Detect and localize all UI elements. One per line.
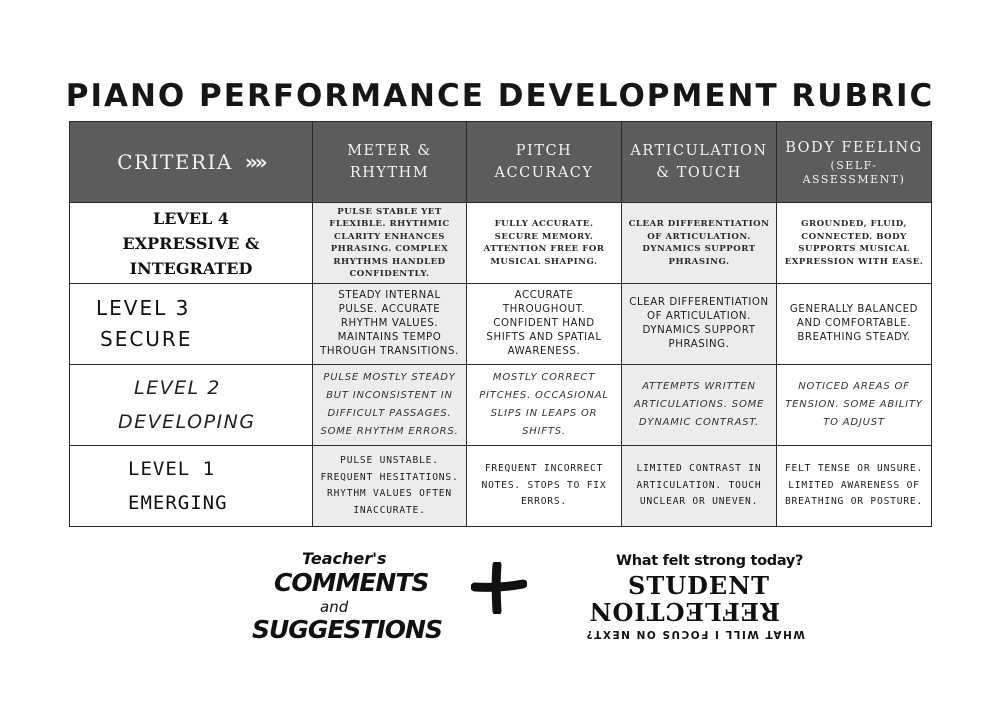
rubric-cell: PULSE STABLE YET FLEXIBLE. RHYTHMIC CLAR…	[312, 202, 467, 284]
rubric-cell: GROUNDED, FLUID, CONNECTED. BODY SUPPORT…	[776, 202, 932, 284]
level-2-label: LEVEL 2 DEVELOPING	[69, 364, 313, 446]
teacher-line: SUGGESTIONS	[252, 615, 443, 644]
rubric-cell: FULLY ACCURATE. SECURE MEMORY. ATTENTION…	[466, 202, 622, 284]
rubric-cell: ATTEMPTS WRITTEN ARTICULATIONS. SOME DYN…	[621, 364, 777, 446]
chevrons-right-icon: »»	[244, 150, 268, 174]
criteria-header: CRITERIA »»	[69, 121, 313, 203]
rubric-cell: PULSE UNSTABLE. FREQUENT HESITATIONS. RH…	[312, 445, 467, 527]
teacher-line: Teacher's	[302, 549, 387, 568]
column-header-meter-rhythm: METER & RHYTHM	[312, 121, 467, 203]
level-number: LEVEL 4	[152, 208, 229, 228]
student-line: STUDENT	[628, 571, 771, 600]
column-header-line: ARTICULATION	[630, 143, 768, 159]
student-reflection-logo: What felt strong today? STUDENT REFLECTI…	[585, 553, 810, 645]
level-number: LEVEL 2	[134, 377, 221, 399]
level-name: EXPRESSIVE &	[122, 233, 260, 253]
level-number: LEVEL 1	[128, 458, 216, 480]
column-header-line: ACCURACY	[494, 165, 594, 181]
teacher-line: and	[320, 598, 349, 616]
rubric-cell: STEADY INTERNAL PULSE. ACCURATE RHYTHM V…	[312, 283, 467, 365]
table-row: LEVEL 4 EXPRESSIVE & INTEGRATED PULSE ST…	[69, 202, 932, 284]
column-header-line: METER &	[347, 143, 432, 159]
table-row: LEVEL 1 EMERGING PULSE UNSTABLE. FREQUEN…	[69, 445, 932, 527]
student-question-flipped: WHAT WILL I FOCUS ON NEXT?	[585, 628, 805, 640]
rubric-cell: FELT TENSE OR UNSURE. LIMITED AWARENESS …	[776, 445, 932, 527]
page-title: PIANO PERFORMANCE DEVELOPMENT RUBRIC	[65, 78, 935, 114]
table-row: LEVEL 2 DEVELOPING PULSE MOSTLY STEADY B…	[69, 364, 932, 446]
level-name: SECURE	[100, 327, 193, 351]
criteria-label: CRITERIA	[117, 150, 233, 174]
column-header-line: BODY FEELING	[785, 140, 923, 156]
column-header-articulation-touch: ARTICULATION & TOUCH	[621, 121, 777, 203]
level-1-label: LEVEL 1 EMERGING	[69, 445, 313, 527]
column-header-line: & TOUCH	[656, 165, 742, 181]
rubric-cell: GENERALLY BALANCED AND COMFORTABLE. BREA…	[776, 283, 932, 365]
rubric-cell: PULSE MOSTLY STEADY BUT INCONSISTENT IN …	[312, 364, 467, 446]
student-question: What felt strong today?	[616, 553, 804, 569]
level-name: INTEGRATED	[129, 258, 253, 278]
plus-icon	[471, 562, 527, 614]
level-4-label: LEVEL 4 EXPRESSIVE & INTEGRATED	[69, 202, 313, 284]
column-header-line: RHYTHM	[349, 165, 430, 181]
teacher-comments-logo: Teacher's COMMENTS and SUGGESTIONS	[246, 549, 443, 649]
rubric-cell: LIMITED CONTRAST IN ARTICULATION. TOUCH …	[621, 445, 777, 527]
rubric-cell: CLEAR DIFFERENTIATION OF ARTICULATION. D…	[621, 283, 777, 365]
column-header-body-feeling: BODY FEELING (SELF-ASSESSMENT)	[776, 121, 932, 203]
student-line-flipped: REFLECTION	[588, 597, 780, 626]
level-3-label: LEVEL 3 SECURE	[69, 283, 313, 365]
rubric-cell: CLEAR DIFFERENTIATION OF ARTICULATION. D…	[621, 202, 777, 284]
header-row: CRITERIA »» METER & RHYTHM PITCH ACCURACY…	[69, 121, 932, 203]
rubric-cell: NOTICED AREAS OF TENSION. SOME ABILITY T…	[776, 364, 932, 446]
teacher-line: COMMENTS	[274, 568, 429, 597]
rubric-cell: ACCURATE THROUGHOUT. CONFIDENT HAND SHIF…	[466, 283, 622, 365]
rubric-cell: FREQUENT INCORRECT NOTES. STOPS TO FIX E…	[466, 445, 622, 527]
column-header-pitch-accuracy: PITCH ACCURACY	[466, 121, 622, 203]
rubric-cell: MOSTLY CORRECT PITCHES. OCCASIONAL SLIPS…	[466, 364, 622, 446]
column-header-subtitle: (SELF-ASSESSMENT)	[802, 159, 906, 186]
level-number: LEVEL 3	[96, 296, 191, 320]
rubric-table: CRITERIA »» METER & RHYTHM PITCH ACCURACY…	[69, 121, 932, 527]
level-name: EMERGING	[128, 492, 228, 514]
level-name: DEVELOPING	[118, 411, 256, 433]
table-row: LEVEL 3 SECURE STEADY INTERNAL PULSE. AC…	[69, 283, 932, 365]
column-header-line: PITCH	[515, 143, 573, 159]
